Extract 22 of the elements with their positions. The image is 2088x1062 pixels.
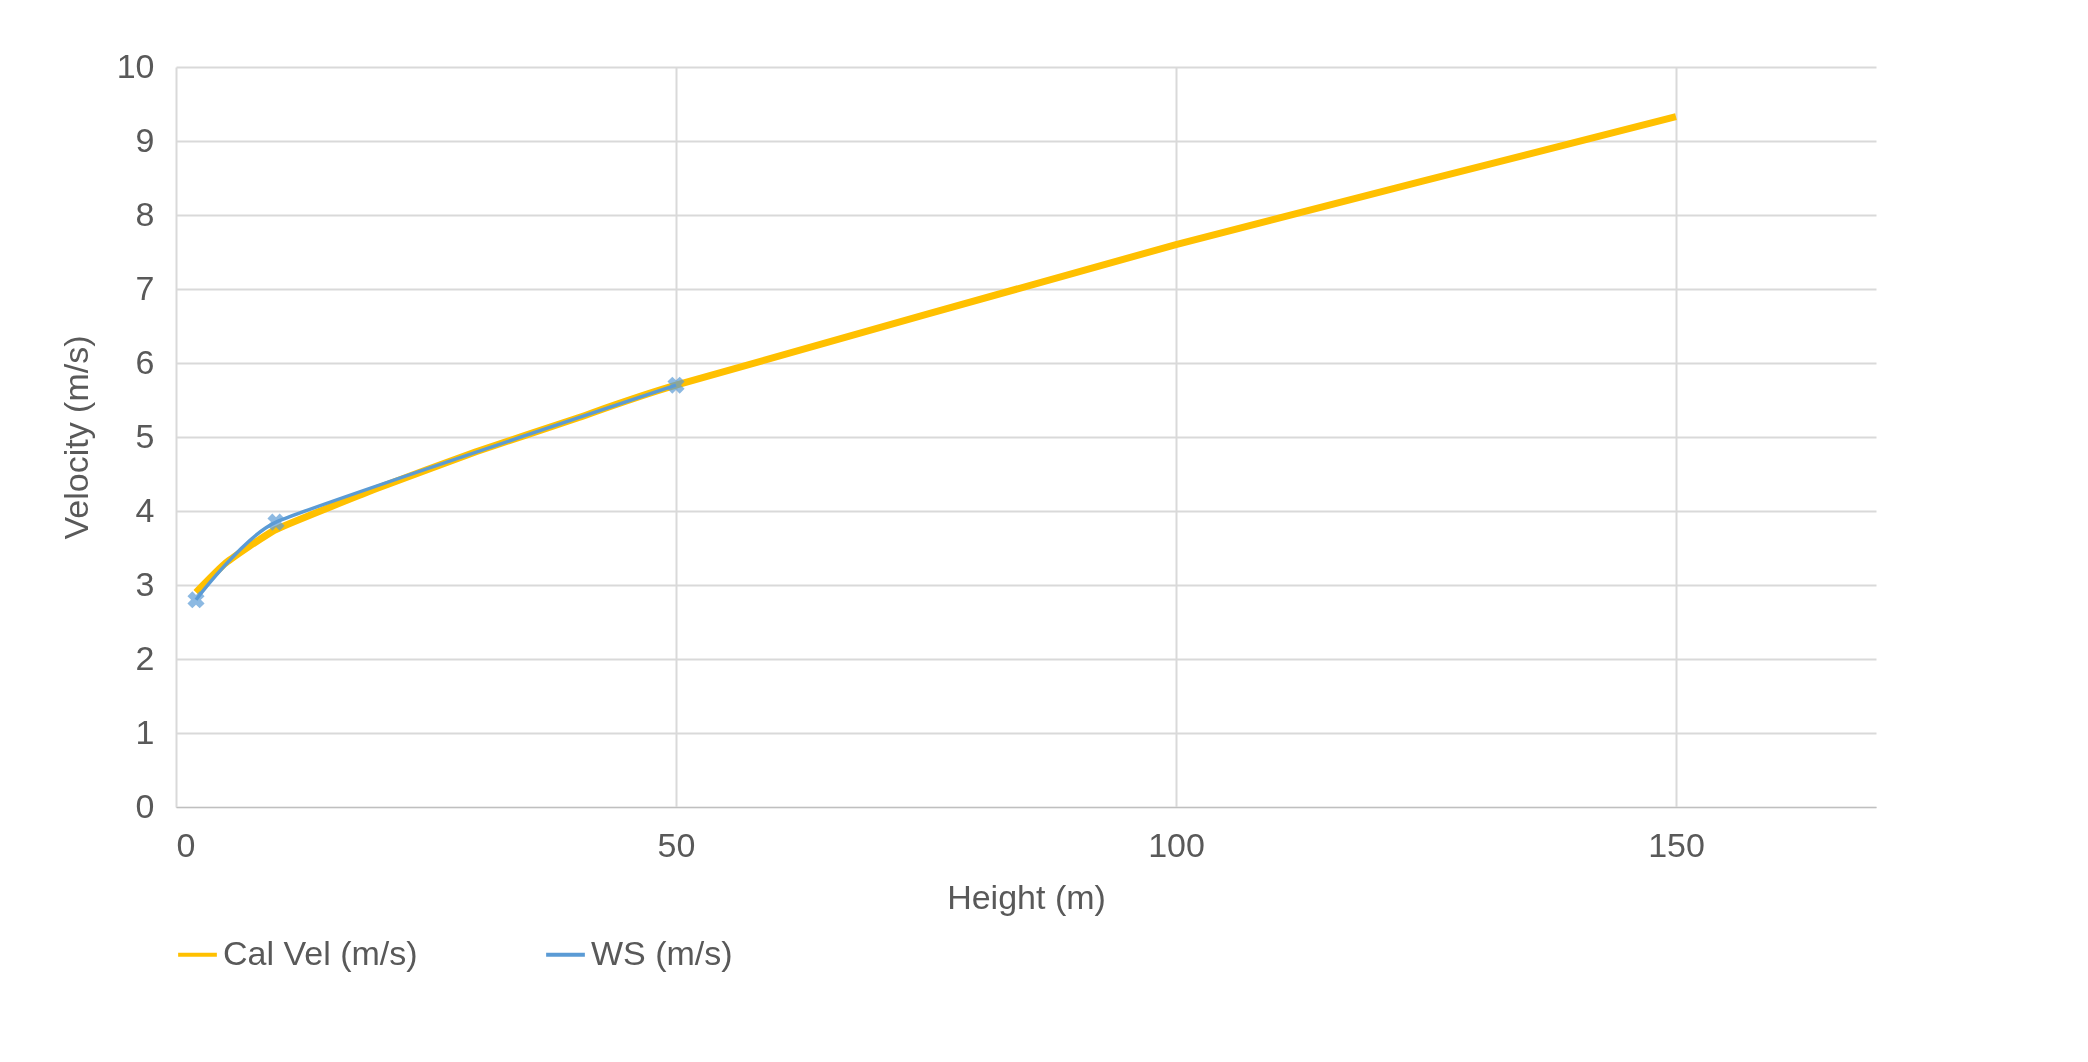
y-tick-label: 4 — [135, 490, 155, 529]
x-tick-label: 100 — [1148, 825, 1205, 864]
legend-label: WS (m/s) — [591, 933, 733, 972]
y-tick-label: 7 — [135, 268, 155, 307]
point — [187, 591, 205, 609]
x-tick-label: 0 — [176, 825, 196, 864]
y-axis-title: Velocity (m/s) — [56, 335, 95, 540]
point — [667, 376, 685, 394]
y-tick-label: 10 — [116, 46, 155, 85]
point — [267, 513, 285, 531]
y-tick-label: 6 — [135, 342, 155, 381]
y-tick-label: 0 — [135, 786, 155, 825]
y-tick-label: 2 — [135, 638, 155, 677]
legend-label: Cal Vel (m/s) — [223, 933, 418, 972]
y-tick-label: 1 — [135, 712, 155, 751]
y-tick-label: 3 — [135, 564, 155, 603]
x-tick-label: 150 — [1648, 825, 1705, 864]
y-tick-label: 8 — [135, 194, 155, 233]
y-tick-label: 5 — [135, 416, 155, 455]
x-tick-label: 50 — [657, 825, 696, 864]
x-axis-title: Height (m) — [947, 877, 1106, 916]
y-tick-label: 9 — [135, 120, 155, 159]
